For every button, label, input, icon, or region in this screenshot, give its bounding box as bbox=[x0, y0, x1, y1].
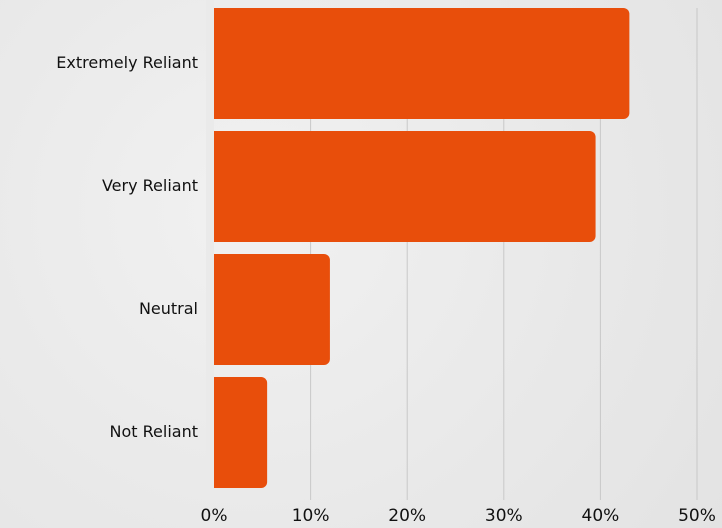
x-tick-label-50: 50% bbox=[678, 506, 716, 526]
category-label-extremely-reliant: Extremely Reliant bbox=[56, 53, 198, 72]
axis-mask bbox=[206, 0, 214, 502]
x-tick-label-40: 40% bbox=[582, 506, 620, 526]
category-label-very-reliant: Very Reliant bbox=[102, 176, 198, 195]
bars bbox=[206, 0, 630, 502]
x-tick-label-20: 20% bbox=[388, 506, 426, 526]
bar-not-reliant bbox=[208, 377, 268, 488]
category-label-not-reliant: Not Reliant bbox=[110, 422, 198, 441]
x-tick-label-0: 0% bbox=[201, 506, 228, 526]
x-tick-label-10: 10% bbox=[292, 506, 330, 526]
x-axis-tick-labels: 0% 10% 20% 30% 40% 50% bbox=[201, 506, 716, 526]
category-label-neutral: Neutral bbox=[139, 299, 198, 318]
bar-extremely-reliant bbox=[208, 8, 630, 119]
bar-neutral bbox=[208, 254, 330, 365]
bar-very-reliant bbox=[208, 131, 596, 242]
category-labels: Extremely Reliant Very Reliant Neutral Not … bbox=[56, 53, 198, 441]
x-tick-label-30: 30% bbox=[485, 506, 523, 526]
